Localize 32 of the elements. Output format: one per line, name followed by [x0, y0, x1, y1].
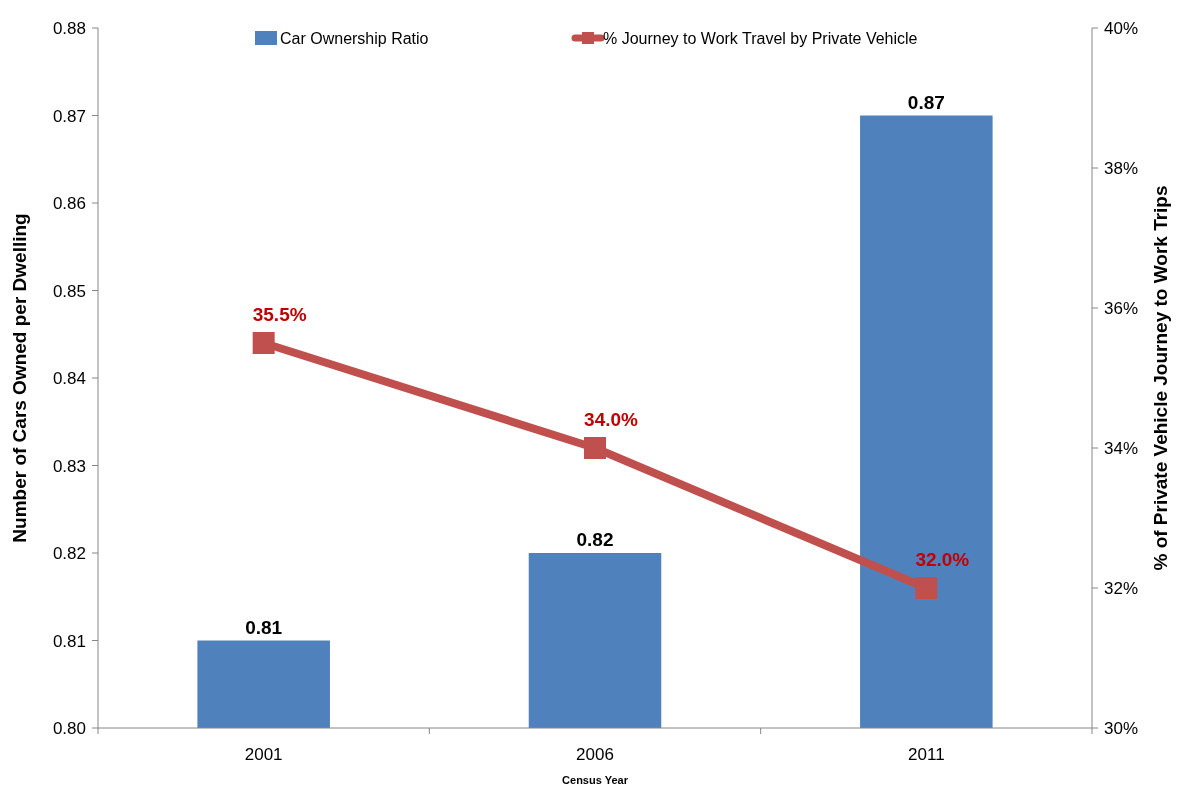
x-tick-label: 2011 [908, 745, 945, 764]
y2-tick-label: 38% [1104, 159, 1139, 178]
point [252, 332, 275, 354]
y-tick-label: 0.81 [52, 631, 86, 651]
y2-tick-label: 40% [1104, 19, 1139, 38]
y2-tick-label: 36% [1104, 299, 1139, 318]
x-axis-title: Census Year [562, 774, 629, 786]
y-tick-label: 0.85 [52, 281, 86, 301]
y-tick-label: 0.86 [52, 194, 86, 213]
data-label: 34.0% [584, 409, 639, 430]
y2-tick-label: 34% [1104, 439, 1139, 458]
y-axis-title: Number of Cars Owned per Dwelling [9, 213, 30, 543]
y-tick-label: 0.82 [52, 544, 86, 563]
data-label: 32.0% [915, 549, 970, 570]
legend-label: Car Ownership Ratio [280, 30, 429, 47]
data-label: 0.87 [907, 91, 945, 113]
data-label: 0.81 [245, 616, 283, 638]
y-tick-label: 0.84 [52, 369, 86, 388]
data-label: 35.5% [252, 304, 307, 325]
y2-tick-label: 30% [1104, 719, 1139, 738]
legend-label: % Journey to Work Travel by Private Vehicle [603, 30, 918, 47]
point [915, 577, 938, 599]
y-tick-label: 0.83 [52, 456, 86, 476]
y2-tick-label: 32% [1104, 579, 1139, 598]
y2-axis-title: % of Private Vehicle Journey to Work Trips [1150, 185, 1171, 571]
y-tick-label: 0.88 [52, 19, 86, 38]
point [584, 437, 606, 459]
y-tick-label: 0.87 [52, 106, 86, 126]
y-tick-label: 0.80 [52, 719, 86, 738]
x-tick-label: 2006 [576, 745, 614, 764]
data-label: 0.82 [576, 529, 614, 550]
x-tick-label: 2001 [244, 745, 283, 764]
